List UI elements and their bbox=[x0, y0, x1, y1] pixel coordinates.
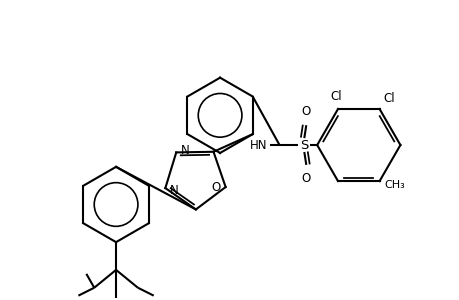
Text: Cl: Cl bbox=[330, 90, 341, 103]
Text: O: O bbox=[301, 172, 310, 185]
Text: Cl: Cl bbox=[383, 92, 394, 105]
Text: N: N bbox=[181, 144, 190, 157]
Text: O: O bbox=[301, 105, 310, 118]
Text: N: N bbox=[170, 184, 179, 196]
Text: CH₃: CH₃ bbox=[384, 180, 404, 190]
Text: HN: HN bbox=[250, 139, 267, 152]
Text: O: O bbox=[211, 181, 220, 194]
Text: S: S bbox=[299, 139, 308, 152]
